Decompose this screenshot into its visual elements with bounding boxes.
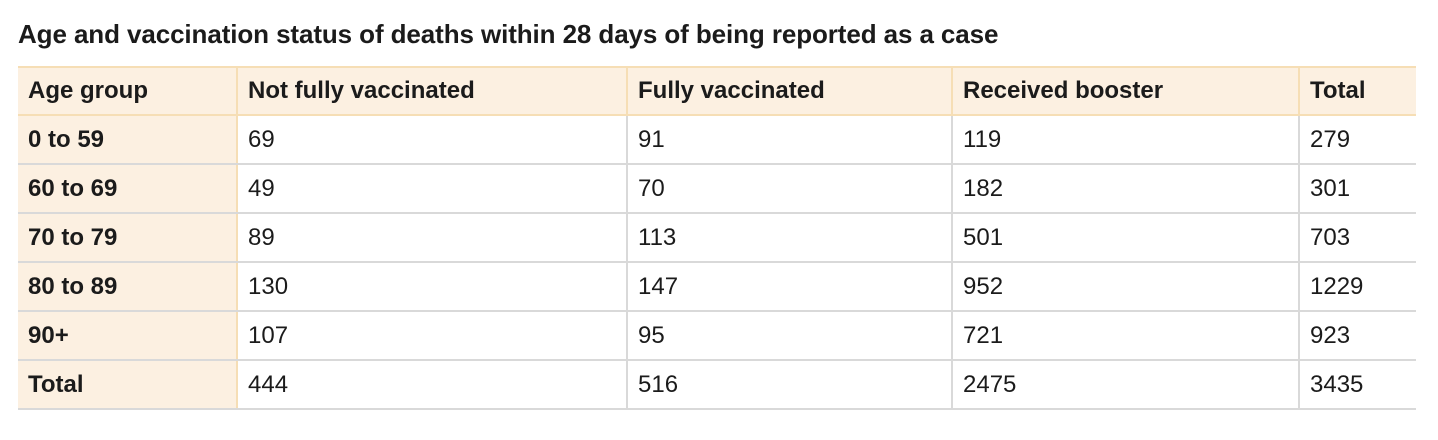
row-header: 70 to 79 [18, 213, 238, 263]
deaths-by-vaccination-table: Age group Not fully vaccinated Fully vac… [18, 66, 1416, 410]
column-header-age-group: Age group [18, 66, 237, 116]
column-header-fully-vaccinated: Fully vaccinated [626, 66, 952, 116]
table-row: 70 to 79 89 113 501 703 [18, 213, 1416, 263]
table-cell: 147 [626, 262, 952, 312]
table-cell: 923 [1298, 311, 1416, 361]
row-header: 0 to 59 [18, 115, 238, 165]
table-cell: 952 [951, 262, 1299, 312]
table-header: Age group Not fully vaccinated Fully vac… [18, 66, 1416, 116]
table-cell: 703 [1298, 213, 1416, 263]
column-header-total: Total [1298, 66, 1416, 116]
row-header: 80 to 89 [18, 262, 238, 312]
table-cell: 2475 [951, 360, 1299, 410]
table-cell: 49 [236, 164, 627, 214]
column-header-received-booster: Received booster [951, 66, 1299, 116]
table-cell: 95 [626, 311, 952, 361]
table-cell: 182 [951, 164, 1299, 214]
row-header: 60 to 69 [18, 164, 238, 214]
table-cell: 130 [236, 262, 627, 312]
table-cell: 721 [951, 311, 1299, 361]
table-cell: 501 [951, 213, 1299, 263]
table-cell: 113 [626, 213, 952, 263]
table-row-total: Total 444 516 2475 3435 [18, 360, 1416, 410]
table-row: 80 to 89 130 147 952 1229 [18, 262, 1416, 312]
table-cell: 69 [236, 115, 627, 165]
table-cell: 119 [951, 115, 1299, 165]
table-body: 0 to 59 69 91 119 279 60 to 69 49 70 182… [18, 115, 1416, 410]
table-cell: 70 [626, 164, 952, 214]
row-header: Total [18, 360, 238, 410]
table-row: 0 to 59 69 91 119 279 [18, 115, 1416, 165]
table-cell: 1229 [1298, 262, 1416, 312]
table-cell: 444 [236, 360, 627, 410]
table-cell: 516 [626, 360, 952, 410]
table-cell: 279 [1298, 115, 1416, 165]
table-cell: 91 [626, 115, 952, 165]
table-cell: 89 [236, 213, 627, 263]
table-row: 90+ 107 95 721 923 [18, 311, 1416, 361]
header-row: Age group Not fully vaccinated Fully vac… [18, 66, 1416, 116]
table-title: Age and vaccination status of deaths wit… [18, 19, 999, 49]
table-row: 60 to 69 49 70 182 301 [18, 164, 1416, 214]
table-cell: 301 [1298, 164, 1416, 214]
row-header: 90+ [18, 311, 238, 361]
table-cell: 107 [236, 311, 627, 361]
column-header-not-fully-vaccinated: Not fully vaccinated [236, 66, 627, 116]
table-cell: 3435 [1298, 360, 1416, 410]
